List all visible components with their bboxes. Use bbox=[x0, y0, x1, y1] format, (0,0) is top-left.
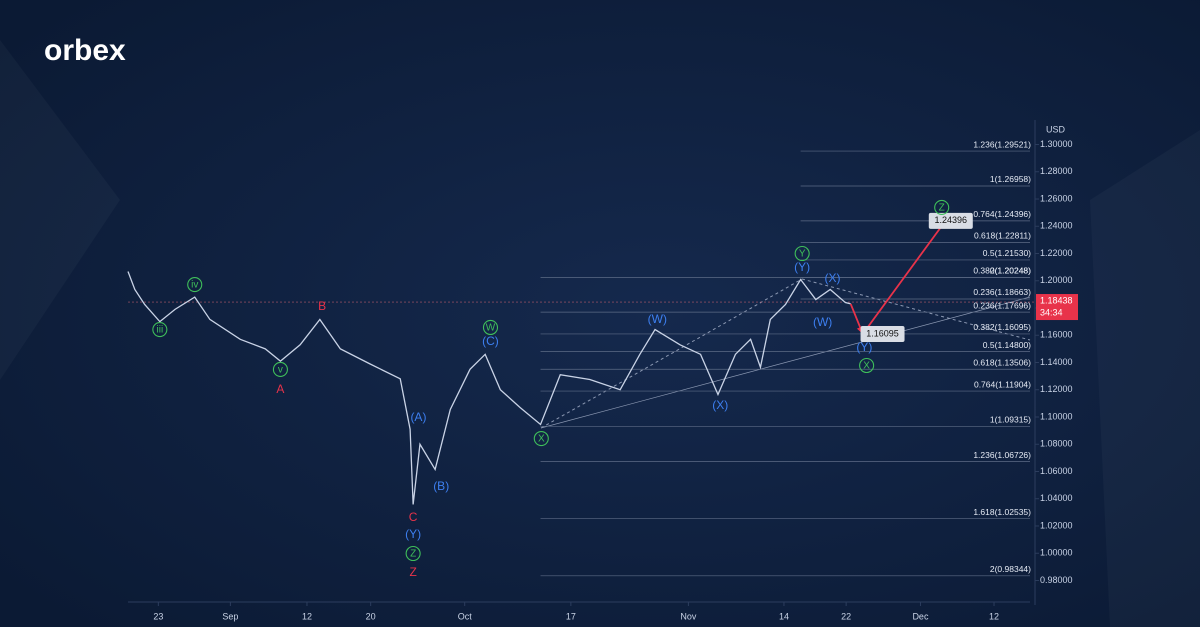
y-tick-label: 1.28000 bbox=[1040, 166, 1073, 176]
x-tick-label: 22 bbox=[841, 611, 851, 621]
wave-label: A bbox=[276, 382, 284, 396]
price-tag: 1.24396 bbox=[935, 215, 968, 225]
price-tag-box bbox=[860, 325, 905, 342]
fib-label: 0.382(1.20248) bbox=[973, 266, 1031, 276]
y-tick-label: 0.98000 bbox=[1040, 575, 1073, 585]
wave-label: (B) bbox=[433, 479, 449, 493]
fib-label: 0.618(1.13506) bbox=[973, 357, 1031, 367]
wave-label: W bbox=[486, 323, 496, 334]
price-tag-box bbox=[928, 212, 973, 229]
fib-label: 0.5(1.21530) bbox=[983, 248, 1031, 258]
x-tick-label: 20 bbox=[366, 611, 376, 621]
wave-label: (W) bbox=[813, 315, 832, 329]
wave-circle bbox=[272, 361, 288, 377]
y-tick-label: 1.22000 bbox=[1040, 248, 1073, 258]
y-axis-label: USD bbox=[1046, 124, 1066, 134]
wave-label: X bbox=[538, 434, 545, 445]
fib-label: 0.764(1.11904) bbox=[974, 379, 1031, 389]
fib-label: 0.618(1.22811) bbox=[974, 231, 1031, 241]
y-tick-label: 1.16000 bbox=[1040, 330, 1073, 340]
fib-label: 1.618(1.02535) bbox=[973, 507, 1031, 517]
wave-label: (C) bbox=[482, 334, 499, 348]
fib-label: 0.236(1.18663) bbox=[973, 287, 1031, 297]
wave-label: (W) bbox=[648, 312, 667, 326]
wave-label: iv bbox=[191, 280, 198, 291]
x-tick-label: 12 bbox=[989, 611, 999, 621]
last-price-tag-box bbox=[1036, 294, 1078, 321]
trend-line bbox=[540, 296, 1031, 429]
wave-circle bbox=[794, 245, 810, 262]
fib-label: 0.382(1.16095) bbox=[973, 322, 1031, 332]
x-tick-label: Nov bbox=[680, 611, 697, 621]
x-tick-label: 23 bbox=[153, 611, 163, 621]
fib-label: 1(1.09315) bbox=[990, 415, 1031, 425]
fib-label: 1.236(1.06726) bbox=[973, 450, 1031, 460]
fib-label: 0(1.20248) bbox=[990, 266, 1031, 276]
y-tick-label: 1.00000 bbox=[1040, 548, 1073, 558]
wave-circle bbox=[152, 321, 168, 338]
fib-label: 0.764(1.24396) bbox=[973, 209, 1031, 219]
fib-label: 1(1.26958) bbox=[990, 174, 1031, 184]
wave-label: (Y) bbox=[856, 340, 872, 354]
wave-label: (Y) bbox=[794, 260, 810, 274]
price-tag: 1.16095 bbox=[866, 328, 899, 338]
price-line bbox=[127, 271, 851, 505]
fib-label: 0.5(1.14800) bbox=[983, 340, 1031, 350]
countdown: 34:34 bbox=[1040, 307, 1063, 317]
fib-label: 1.236(1.29521) bbox=[973, 139, 1031, 149]
y-tick-label: 1.10000 bbox=[1040, 411, 1073, 421]
y-tick-label: 1.26000 bbox=[1040, 193, 1073, 203]
logo: orbex bbox=[44, 34, 126, 67]
wave-label: (Y) bbox=[405, 527, 421, 541]
y-tick-label: 1.02000 bbox=[1040, 520, 1073, 530]
fib-label: 2(0.98344) bbox=[990, 564, 1031, 574]
wave-label: (A) bbox=[410, 410, 426, 424]
wave-label: (X) bbox=[712, 398, 728, 412]
wave-circle bbox=[934, 199, 950, 216]
y-tick-label: 1.14000 bbox=[1040, 357, 1073, 367]
wave-label: v bbox=[278, 365, 283, 376]
wave-circle bbox=[482, 319, 499, 336]
y-tick-label: 1.08000 bbox=[1040, 439, 1073, 449]
wave-label: Y bbox=[799, 249, 806, 260]
y-tick-label: 1.24000 bbox=[1040, 221, 1073, 231]
wave-label: (X) bbox=[824, 271, 840, 285]
x-tick-label: Sep bbox=[222, 611, 238, 621]
wave-circle bbox=[533, 430, 549, 447]
wave-circle bbox=[859, 357, 875, 374]
x-tick-label: Oct bbox=[458, 611, 473, 621]
last-price-tag: 1.18438 bbox=[1040, 295, 1073, 305]
x-tick-label: Dec bbox=[912, 611, 929, 621]
y-tick-label: 1.04000 bbox=[1040, 493, 1073, 503]
x-tick-label: 12 bbox=[302, 611, 312, 621]
y-tick-label: 1.30000 bbox=[1040, 139, 1073, 149]
wave-circle bbox=[187, 277, 203, 293]
fib-label: 0.236(1.17696) bbox=[973, 300, 1031, 310]
wave-label: Z bbox=[410, 549, 416, 560]
wave-label: B bbox=[318, 299, 326, 313]
trend-line bbox=[540, 278, 803, 429]
wave-label: X bbox=[863, 361, 870, 372]
y-tick-label: 1.12000 bbox=[1040, 384, 1073, 394]
x-tick-label: 17 bbox=[566, 611, 576, 621]
x-tick-label: 14 bbox=[779, 611, 789, 621]
wave-label: iii bbox=[157, 325, 164, 336]
wave-label: Z bbox=[409, 565, 416, 579]
wave-circle bbox=[405, 545, 421, 562]
wave-label: Z bbox=[939, 203, 945, 214]
y-tick-label: 1.20000 bbox=[1040, 275, 1073, 285]
wave-label: C bbox=[409, 510, 418, 524]
y-tick-label: 1.06000 bbox=[1040, 466, 1073, 476]
